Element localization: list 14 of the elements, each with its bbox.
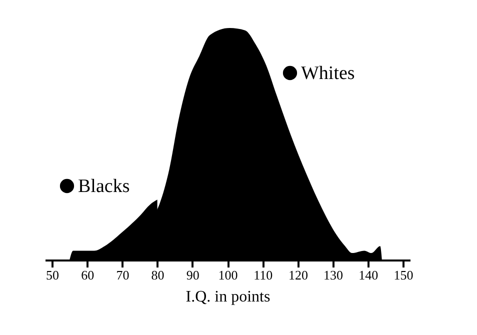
- x-tick-label: 90: [186, 268, 200, 282]
- x-tick-label: 70: [116, 268, 130, 282]
- x-tick-label: 110: [254, 268, 273, 282]
- x-tick-label: 150: [394, 268, 414, 282]
- x-tick-label: 120: [288, 268, 308, 282]
- legend-label: Blacks: [78, 176, 130, 197]
- x-tick-label: 80: [151, 268, 164, 282]
- x-axis-title: I.Q. in points: [186, 288, 270, 306]
- x-tick-label: 60: [81, 268, 94, 282]
- x-tick-label: 100: [218, 268, 238, 282]
- x-tick-label: 140: [358, 268, 378, 282]
- legend-label: Whites: [301, 63, 355, 84]
- x-tick-label: 50: [46, 268, 60, 282]
- x-tick-label: 130: [324, 268, 344, 282]
